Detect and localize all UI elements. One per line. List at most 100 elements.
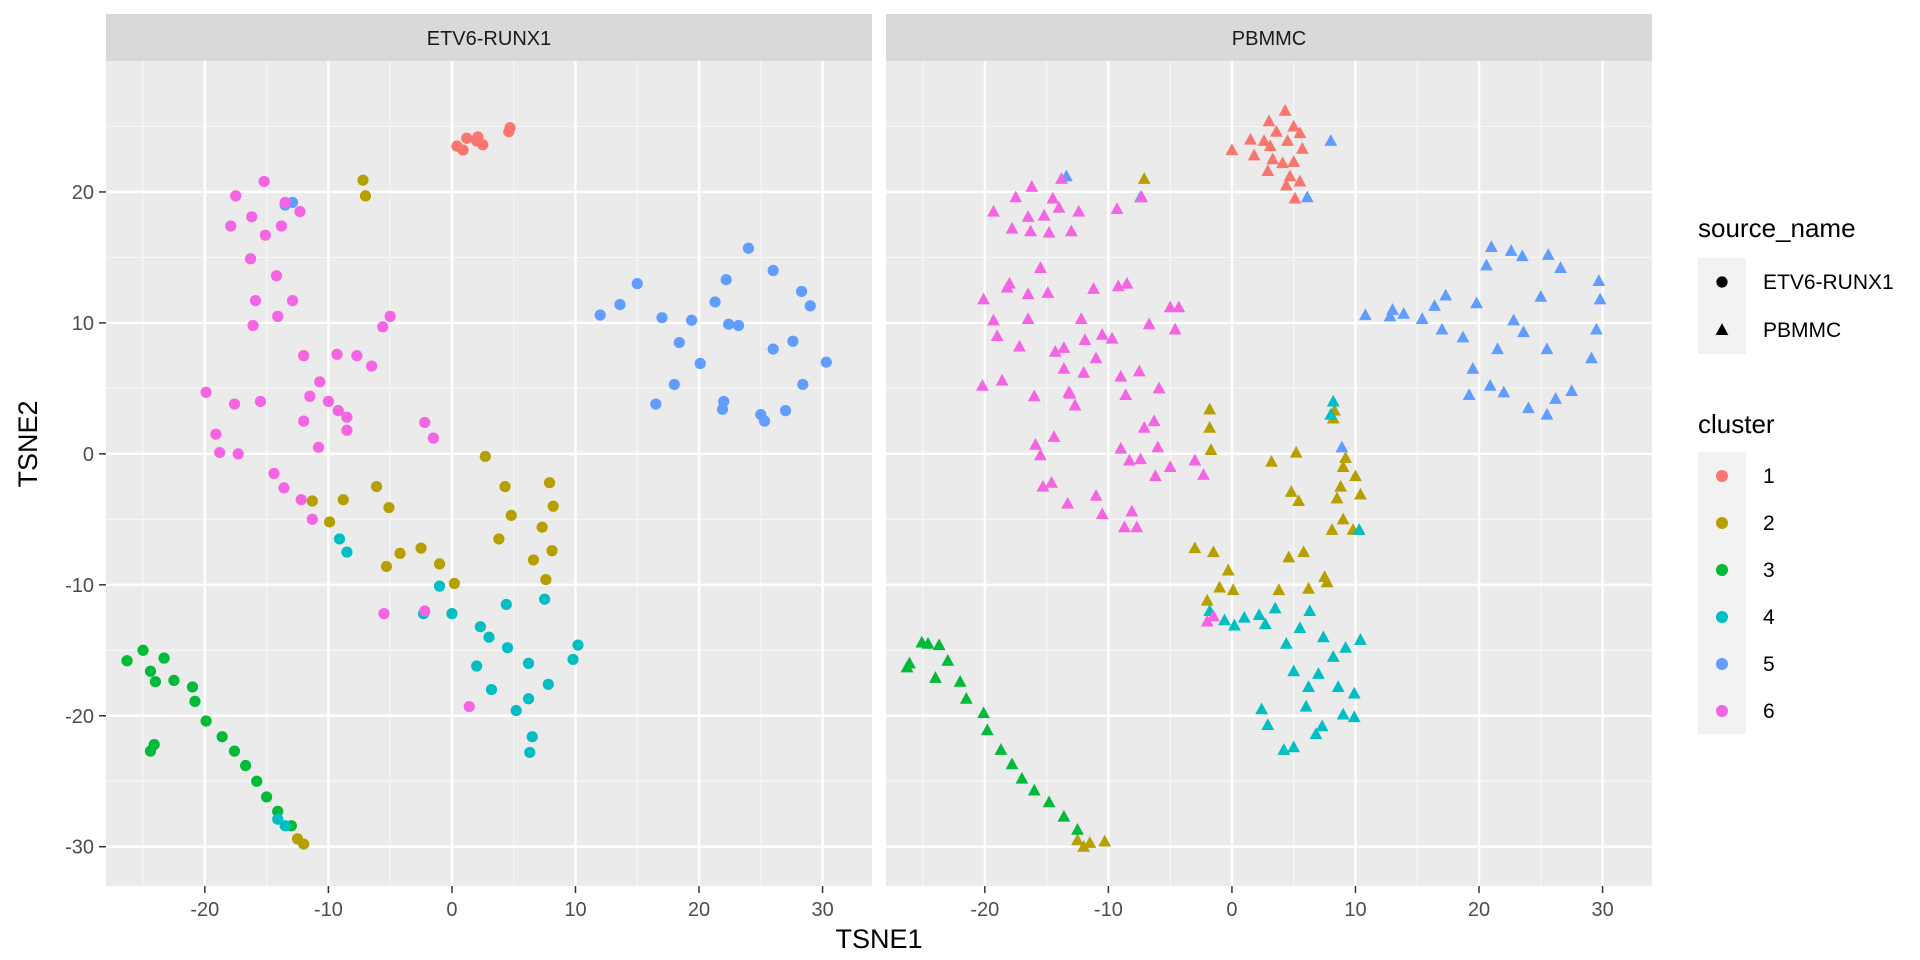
data-point-cluster-2 [306,495,318,507]
data-point-cluster-6 [1132,364,1146,377]
legend-key-cluster-3 [1716,564,1728,576]
data-point-cluster-6 [975,379,989,391]
data-point-cluster-5 [631,278,643,290]
legend-source-name: source_name ETV6-RUNX1 PBMMC [1698,213,1894,354]
data-point-cluster-4 [474,621,486,633]
data-point-cluster-5 [1470,296,1483,309]
data-point-cluster-1 [1295,142,1309,154]
points-etv6-runx1 [121,122,832,850]
data-point-cluster-4 [1287,664,1301,677]
data-point-cluster-2 [1339,451,1352,463]
data-point-cluster-2 [546,545,558,557]
data-point-cluster-4 [1339,640,1352,653]
data-point-cluster-6 [1148,469,1162,482]
data-point-cluster-6 [200,386,212,398]
data-point-cluster-5 [650,398,662,410]
data-point-cluster-4 [501,642,514,654]
data-point-cluster-5 [1383,309,1397,322]
x-tick-label: 10 [564,899,586,921]
data-point-cluster-3 [186,681,199,693]
data-point-cluster-5 [1335,440,1349,453]
x-tick-label: 30 [811,899,833,921]
x-tick-label: -20 [190,899,219,921]
data-point-cluster-6 [1062,385,1076,398]
data-point-cluster-6 [1029,437,1042,450]
data-point-cluster-6 [312,441,325,453]
data-point-cluster-2 [1272,583,1286,596]
data-point-cluster-2 [1334,479,1348,492]
data-point-cluster-6 [1119,388,1133,400]
data-point-cluster-6 [1045,475,1058,488]
data-point-cluster-4 [1312,667,1325,679]
legend-key-cluster-1 [1716,470,1728,482]
data-point-cluster-6 [254,395,267,408]
data-point-cluster-4 [1336,707,1350,720]
facet-panel-pbmmc: PBMMC [886,14,1652,886]
data-point-cluster-6 [1024,224,1037,237]
data-point-cluster-5 [1593,292,1607,305]
data-point-cluster-6 [298,350,310,362]
data-point-cluster-5 [732,319,745,332]
data-point-cluster-3 [240,759,252,772]
data-point-cluster-6 [1052,200,1066,213]
data-point-cluster-2 [1077,839,1091,852]
data-point-cluster-6 [1042,225,1056,238]
y-tick-label: -30 [65,837,94,859]
data-point-cluster-6 [1110,202,1124,215]
data-point-cluster-2 [543,477,556,489]
data-point-cluster-5 [1565,384,1579,397]
data-point-cluster-6 [294,205,306,218]
legend-cluster: cluster 1 2 3 4 5 6 [1698,409,1775,734]
data-point-cluster-3 [929,671,942,683]
data-point-cluster-4 [538,593,551,605]
data-point-cluster-3 [261,791,273,803]
data-point-cluster-3 [272,805,284,817]
data-point-cluster-4 [1268,601,1282,614]
data-point-cluster-6 [1034,261,1047,273]
data-point-cluster-5 [716,403,729,415]
data-point-cluster-4 [1354,633,1367,645]
data-point-cluster-4 [1261,718,1275,730]
data-point-cluster-6 [366,360,378,372]
data-point-cluster-6 [1064,224,1078,237]
data-point-cluster-4 [1326,650,1340,662]
data-point-cluster-6 [1021,287,1035,300]
data-point-cluster-1 [1276,156,1289,169]
data-point-cluster-4 [1218,613,1231,626]
data-point-cluster-5 [1491,342,1504,355]
data-point-cluster-5 [1522,401,1535,414]
data-point-cluster-4 [1347,710,1361,723]
data-point-cluster-5 [767,264,779,277]
data-point-cluster-6 [322,395,334,408]
data-point-cluster-6 [419,416,431,429]
data-point-cluster-3 [216,731,228,743]
data-point-cluster-6 [427,432,440,444]
data-point-cluster-4 [1287,740,1301,753]
data-point-cluster-4 [446,608,458,620]
data-point-cluster-2 [1284,485,1298,497]
data-point-cluster-4 [572,639,584,651]
data-point-cluster-3 [921,637,935,649]
data-point-cluster-5 [1386,303,1399,315]
data-point-cluster-6 [1048,344,1062,357]
data-point-cluster-3 [121,655,133,667]
y-tick-label: -20 [65,706,94,728]
data-point-cluster-2 [505,509,517,522]
data-point-cluster-2 [1226,583,1240,596]
data-point-cluster-4 [526,731,538,743]
data-point-cluster-6 [384,310,396,322]
data-point-cluster-3 [1027,783,1041,796]
data-point-cluster-1 [1263,139,1277,152]
data-point-cluster-4 [1315,719,1329,732]
legend-label-cluster: 5 [1763,653,1775,676]
data-point-cluster-3 [953,674,967,687]
data-point-cluster-6 [268,467,280,480]
data-point-cluster-3 [251,775,263,787]
data-point-cluster-3 [900,660,914,673]
data-point-cluster-1 [1288,191,1302,204]
data-point-cluster-6 [1072,204,1086,217]
y-tick-label: -10 [65,575,94,597]
data-point-cluster-6 [1095,507,1109,520]
data-point-cluster-6 [1087,282,1100,294]
